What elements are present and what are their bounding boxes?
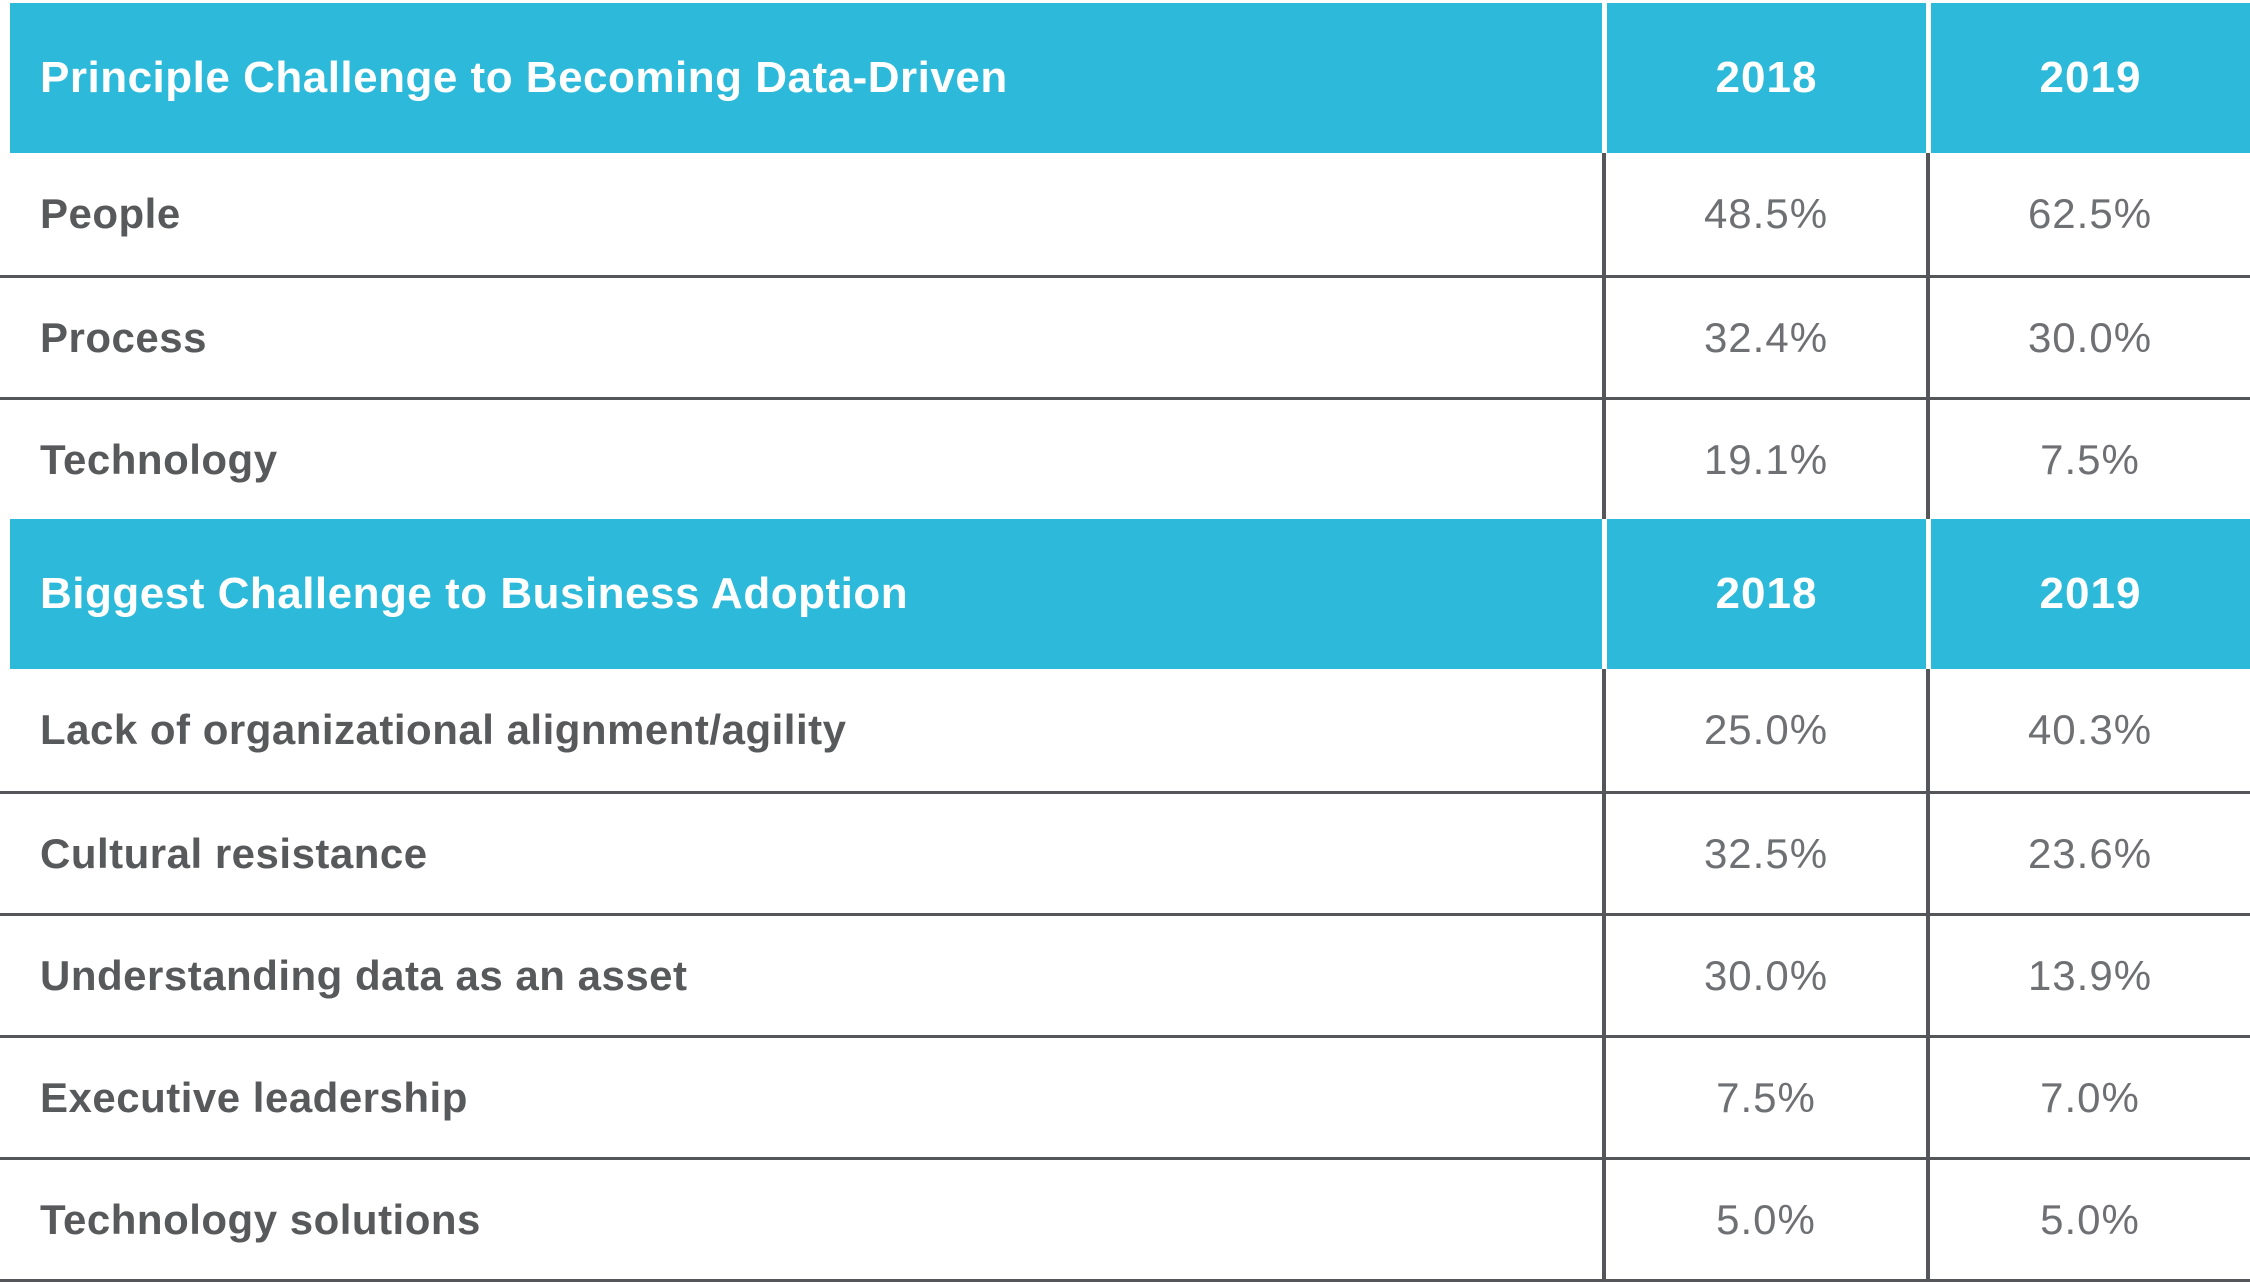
value-2018: 5.0% xyxy=(1602,1160,1926,1279)
table-section-business-adoption: Biggest Challenge to Business Adoption 2… xyxy=(0,519,2250,1279)
value-2019: 5.0% xyxy=(1926,1160,2250,1279)
column-header-2018: 2018 xyxy=(1602,3,1926,153)
table-row-org-alignment: Lack of organizational alignment/agility… xyxy=(0,669,2250,791)
table-row-cultural-resistance: Cultural resistance 32.5% 23.6% xyxy=(0,791,2250,913)
row-label: Technology xyxy=(0,400,1602,519)
table-row-technology-solutions: Technology solutions 5.0% 5.0% xyxy=(0,1157,2250,1279)
value-2019: 23.6% xyxy=(1926,794,2250,913)
table-row-process: Process 32.4% 30.0% xyxy=(0,275,2250,397)
value-2019: 62.5% xyxy=(1926,153,2250,275)
section-title: Biggest Challenge to Business Adoption xyxy=(0,519,1602,669)
row-label: Process xyxy=(0,278,1602,397)
section-header-row: Principle Challenge to Becoming Data-Dri… xyxy=(0,3,2250,153)
row-label: Technology solutions xyxy=(0,1160,1602,1279)
row-label: Understanding data as an asset xyxy=(0,916,1602,1035)
value-2018: 7.5% xyxy=(1602,1038,1926,1157)
value-2019: 13.9% xyxy=(1926,916,2250,1035)
table-row-data-as-asset: Understanding data as an asset 30.0% 13.… xyxy=(0,913,2250,1035)
row-label: Executive leadership xyxy=(0,1038,1602,1157)
column-header-2019: 2019 xyxy=(1926,3,2250,153)
column-header-2019: 2019 xyxy=(1926,519,2250,669)
table-row-technology: Technology 19.1% 7.5% xyxy=(0,397,2250,519)
value-2019: 30.0% xyxy=(1926,278,2250,397)
value-2018: 30.0% xyxy=(1602,916,1926,1035)
value-2018: 19.1% xyxy=(1602,400,1926,519)
value-2018: 32.4% xyxy=(1602,278,1926,397)
table-section-principle-challenge: Principle Challenge to Becoming Data-Dri… xyxy=(0,3,2250,519)
survey-comparison-table: Principle Challenge to Becoming Data-Dri… xyxy=(0,3,2250,1282)
value-2018: 32.5% xyxy=(1602,794,1926,913)
section-header-row: Biggest Challenge to Business Adoption 2… xyxy=(0,519,2250,669)
section-title: Principle Challenge to Becoming Data-Dri… xyxy=(0,3,1602,153)
value-2019: 7.0% xyxy=(1926,1038,2250,1157)
table-row-people: People 48.5% 62.5% xyxy=(0,153,2250,275)
value-2019: 40.3% xyxy=(1926,669,2250,791)
value-2018: 48.5% xyxy=(1602,153,1926,275)
value-2018: 25.0% xyxy=(1602,669,1926,791)
row-label: People xyxy=(0,153,1602,275)
value-2019: 7.5% xyxy=(1926,400,2250,519)
row-label: Lack of organizational alignment/agility xyxy=(0,669,1602,791)
row-label: Cultural resistance xyxy=(0,794,1602,913)
table-row-executive-leadership: Executive leadership 7.5% 7.0% xyxy=(0,1035,2250,1157)
column-header-2018: 2018 xyxy=(1602,519,1926,669)
